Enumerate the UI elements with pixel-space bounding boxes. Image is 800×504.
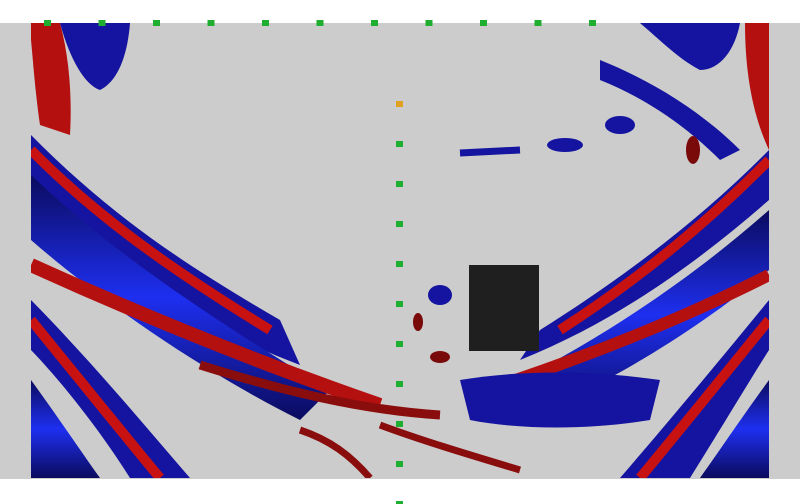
right-wavefront-blue-corner [700,380,769,478]
small-red-spot-1 [413,313,423,331]
right-wavefront-blue-bottom [620,300,769,478]
right-blue-spot-1 [605,116,635,134]
right-blue-spot-2 [547,138,583,152]
left-wavefront-red-mid [31,258,383,412]
left-wavefront-red-outer [31,146,273,335]
left-wavefront-blue-corner [31,380,100,478]
surface-receiver-marker [98,20,106,26]
left-top-red-strip [31,23,71,135]
source-marker [396,101,403,107]
right-wavefront-red-outer [557,156,769,335]
surface-receiver-marker [480,20,487,26]
left-wavefront-blue-bottom [31,300,190,478]
surface-receiver-marker [589,20,596,26]
surface-receiver-marker [425,20,433,26]
right-wavefront-blue-outer [520,150,769,360]
right-wavefront-red-bottom [636,316,769,478]
borehole-receiver-marker [396,501,403,504]
lower-right-blue-region [460,372,660,428]
obstacle-block [469,265,539,351]
top-left-blue-blob [60,23,130,90]
mid-blue-stroke [459,146,521,157]
borehole-receiver-marker [396,181,403,187]
surface-receiver-marker [207,20,215,26]
borehole-receiver-marker [396,221,403,227]
surface-receiver-marker [153,20,160,26]
borehole-receiver-marker [396,301,403,307]
borehole-receiver-marker [396,421,403,427]
small-red-spot-2 [430,351,450,363]
borehole-receivers [396,101,403,504]
borehole-receiver-marker [396,141,403,147]
center-red-streak-1 [198,360,441,420]
surface-receiver-marker [371,20,378,26]
surface-receivers [44,20,596,26]
surface-receiver-marker [44,20,51,26]
top-right-blue-blob [640,23,740,70]
borehole-receiver-marker [396,381,403,387]
wavefield-field [31,23,769,478]
borehole-receiver-marker [396,461,403,467]
surface-receiver-marker [262,20,269,26]
center-red-streak-2 [298,426,373,478]
surface-receiver-marker [534,20,542,26]
small-red-spot-3 [686,136,700,164]
left-wavefront-red-bottom [31,316,164,478]
surface-receiver-marker [316,20,324,26]
mid-right-blue-band [600,60,740,160]
center-red-streak-3 [378,421,522,474]
small-blue-spot [428,285,452,305]
borehole-receiver-marker [396,341,403,347]
right-top-red-strip [745,23,769,150]
borehole-receiver-marker [396,261,403,267]
